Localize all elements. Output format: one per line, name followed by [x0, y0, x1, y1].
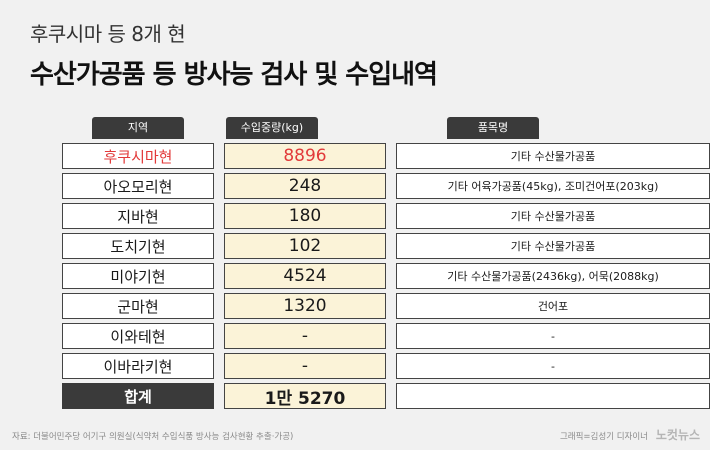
subtitle: 후쿠시마 등 8개 현	[30, 22, 186, 46]
header-items: 품목명	[447, 117, 539, 139]
nocut-news-logo: 노컷뉴스	[655, 428, 700, 442]
weight-cell: 180	[224, 203, 386, 229]
items-cell: 건어포	[396, 293, 710, 319]
region-cell: 이바라키현	[62, 353, 214, 379]
region-cell: 아오모리현	[62, 173, 214, 199]
weight-cell: 1320	[224, 293, 386, 319]
weight-cell: 248	[224, 173, 386, 199]
region-cell: 군마현	[62, 293, 214, 319]
region-cell: 지바현	[62, 203, 214, 229]
weight-cell: -	[224, 323, 386, 349]
weight-cell: 102	[224, 233, 386, 259]
graphic-credit: 그래픽=김성기 디자이너	[559, 432, 648, 442]
region-cell: 후쿠시마현	[62, 143, 214, 169]
items-cell: 기타 수산물가공품	[396, 233, 710, 259]
total-weight-cell: 1만 5270	[224, 383, 386, 409]
items-cell: 기타 수산물가공품(2436kg), 어묵(2088kg)	[396, 263, 710, 289]
total-label-cell: 합계	[62, 383, 214, 409]
items-cell: 기타 수산물가공품	[396, 143, 710, 169]
region-cell: 미야기현	[62, 263, 214, 289]
items-cell: -	[396, 353, 710, 379]
items-cell: 기타 어육가공품(45kg), 조미건어포(203kg)	[396, 173, 710, 199]
region-cell: 이와테현	[62, 323, 214, 349]
items-cell: 기타 수산물가공품	[396, 203, 710, 229]
weight-cell: 8896	[224, 143, 386, 169]
region-cell: 도치기현	[62, 233, 214, 259]
weight-cell: -	[224, 353, 386, 379]
items-cell: -	[396, 323, 710, 349]
total-items-cell	[396, 383, 710, 409]
header-weight: 수입중량(kg)	[226, 117, 318, 139]
page-title: 수산가공품 등 방사능 검사 및 수입내역	[30, 60, 438, 90]
weight-cell: 4524	[224, 263, 386, 289]
source-note: 자료: 더불어민주당 어기구 의원실(식약처 수입식품 방사능 검사현황 추출·…	[12, 432, 294, 442]
header-region: 지역	[92, 117, 184, 139]
